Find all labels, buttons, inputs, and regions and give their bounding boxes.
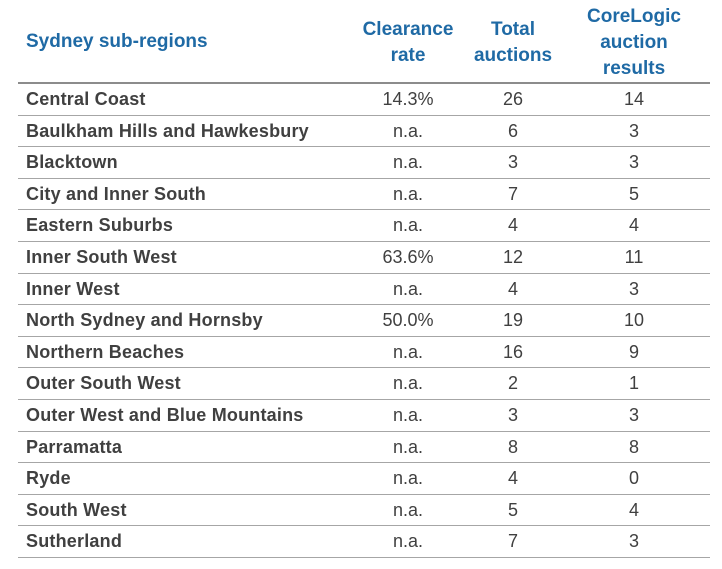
cell-total-auctions: 16 bbox=[502, 341, 524, 362]
table-row: Baulkham Hills and Hawkesbury n.a. 6 3 bbox=[18, 116, 710, 148]
cell-region: Inner West bbox=[26, 278, 120, 299]
cell-clearance-rate: 50.0% bbox=[382, 310, 434, 331]
cell-clearance-rate: n.a. bbox=[392, 152, 424, 173]
cell-total-auctions: 7 bbox=[507, 183, 518, 204]
cell-corelogic-results: 11 bbox=[624, 246, 644, 267]
cell-region: Ryde bbox=[26, 468, 71, 489]
table-header: Sydney sub-regions Clearance rate Total … bbox=[18, 0, 710, 84]
cell-total-auctions: 7 bbox=[507, 531, 518, 552]
cell-region: Sutherland bbox=[26, 531, 123, 552]
cell-corelogic-results: 10 bbox=[623, 310, 645, 331]
cell-region: Central Coast bbox=[26, 89, 146, 109]
cell-region: Parramatta bbox=[26, 436, 123, 457]
cell-total-auctions: 19 bbox=[502, 310, 524, 331]
cell-total-auctions: 3 bbox=[507, 152, 518, 173]
cell-region: Outer South West bbox=[26, 373, 181, 394]
cell-total-auctions: 12 bbox=[502, 246, 524, 267]
header-region: Sydney sub-regions bbox=[26, 31, 208, 52]
table-row: Outer South West n.a. 2 1 bbox=[18, 368, 710, 400]
header-clearance-rate: Clearance rate bbox=[362, 19, 454, 66]
cell-corelogic-results: 3 bbox=[628, 531, 639, 552]
cell-corelogic-results: 8 bbox=[628, 436, 639, 457]
header-corelogic-results: CoreLogic auction results bbox=[587, 6, 681, 79]
auction-results-table: Sydney sub-regions Clearance rate Total … bbox=[18, 0, 710, 558]
cell-clearance-rate: 14.3% bbox=[382, 89, 434, 109]
cell-total-auctions: 8 bbox=[507, 436, 518, 457]
cell-total-auctions: 5 bbox=[507, 499, 518, 520]
cell-region: Blacktown bbox=[26, 152, 118, 173]
cell-total-auctions: 4 bbox=[507, 468, 518, 489]
table-row: Inner West n.a. 4 3 bbox=[18, 274, 710, 306]
table-row: Eastern Suburbs n.a. 4 4 bbox=[18, 210, 710, 242]
cell-total-auctions: 4 bbox=[507, 215, 518, 236]
cell-clearance-rate: n.a. bbox=[392, 373, 424, 394]
cell-total-auctions: 26 bbox=[502, 89, 524, 109]
cell-clearance-rate: n.a. bbox=[392, 278, 424, 299]
cell-corelogic-results: 5 bbox=[628, 183, 639, 204]
cell-clearance-rate: n.a. bbox=[392, 436, 424, 457]
table-row: Northern Beaches n.a. 16 9 bbox=[18, 337, 710, 369]
cell-clearance-rate: n.a. bbox=[392, 183, 424, 204]
cell-total-auctions: 3 bbox=[507, 404, 518, 425]
table-row: North Sydney and Hornsby 50.0% 19 10 bbox=[18, 305, 710, 337]
header-total-auctions: Total auctions bbox=[473, 19, 553, 66]
cell-corelogic-results: 4 bbox=[628, 499, 639, 520]
cell-region: Eastern Suburbs bbox=[26, 215, 174, 236]
table-row: Sutherland n.a. 7 3 bbox=[18, 526, 710, 558]
table-row: Inner South West 63.6% 12 11 bbox=[18, 242, 710, 274]
cell-region: North Sydney and Hornsby bbox=[26, 310, 263, 331]
cell-region: Outer West and Blue Mountains bbox=[26, 404, 304, 425]
cell-region: South West bbox=[26, 499, 127, 520]
cell-corelogic-results: 0 bbox=[628, 468, 639, 489]
table-row: Ryde n.a. 4 0 bbox=[18, 463, 710, 495]
table-row: Outer West and Blue Mountains n.a. 3 3 bbox=[18, 400, 710, 432]
cell-total-auctions: 2 bbox=[507, 373, 518, 394]
cell-corelogic-results: 3 bbox=[628, 120, 639, 141]
cell-clearance-rate: n.a. bbox=[392, 215, 424, 236]
cell-corelogic-results: 4 bbox=[628, 215, 639, 236]
cell-region: Baulkham Hills and Hawkesbury bbox=[26, 120, 309, 141]
table-row: Parramatta n.a. 8 8 bbox=[18, 432, 710, 464]
cell-clearance-rate: n.a. bbox=[392, 531, 424, 552]
table-row: City and Inner South n.a. 7 5 bbox=[18, 179, 710, 211]
cell-corelogic-results: 3 bbox=[628, 404, 639, 425]
cell-region: City and Inner South bbox=[26, 183, 207, 204]
table-row: South West n.a. 5 4 bbox=[18, 495, 710, 527]
cell-clearance-rate: 63.6% bbox=[382, 246, 434, 267]
table-row: Central Coast 14.3% 26 14 bbox=[18, 84, 710, 116]
cell-corelogic-results: 3 bbox=[628, 152, 639, 173]
cell-corelogic-results: 9 bbox=[628, 341, 639, 362]
cell-clearance-rate: n.a. bbox=[392, 499, 424, 520]
cell-clearance-rate: n.a. bbox=[392, 341, 424, 362]
table-row: Blacktown n.a. 3 3 bbox=[18, 147, 710, 179]
cell-total-auctions: 6 bbox=[507, 120, 518, 141]
cell-clearance-rate: n.a. bbox=[392, 120, 424, 141]
cell-corelogic-results: 1 bbox=[628, 373, 639, 394]
cell-clearance-rate: n.a. bbox=[392, 468, 424, 489]
cell-corelogic-results: 3 bbox=[628, 278, 639, 299]
table-body: Central Coast 14.3% 26 14 Baulkham Hills and… bbox=[18, 84, 710, 558]
cell-total-auctions: 4 bbox=[507, 278, 518, 299]
cell-region: Northern Beaches bbox=[26, 341, 185, 362]
cell-clearance-rate: n.a. bbox=[392, 404, 424, 425]
cell-region: Inner South West bbox=[26, 246, 177, 267]
cell-corelogic-results: 14 bbox=[623, 89, 645, 109]
